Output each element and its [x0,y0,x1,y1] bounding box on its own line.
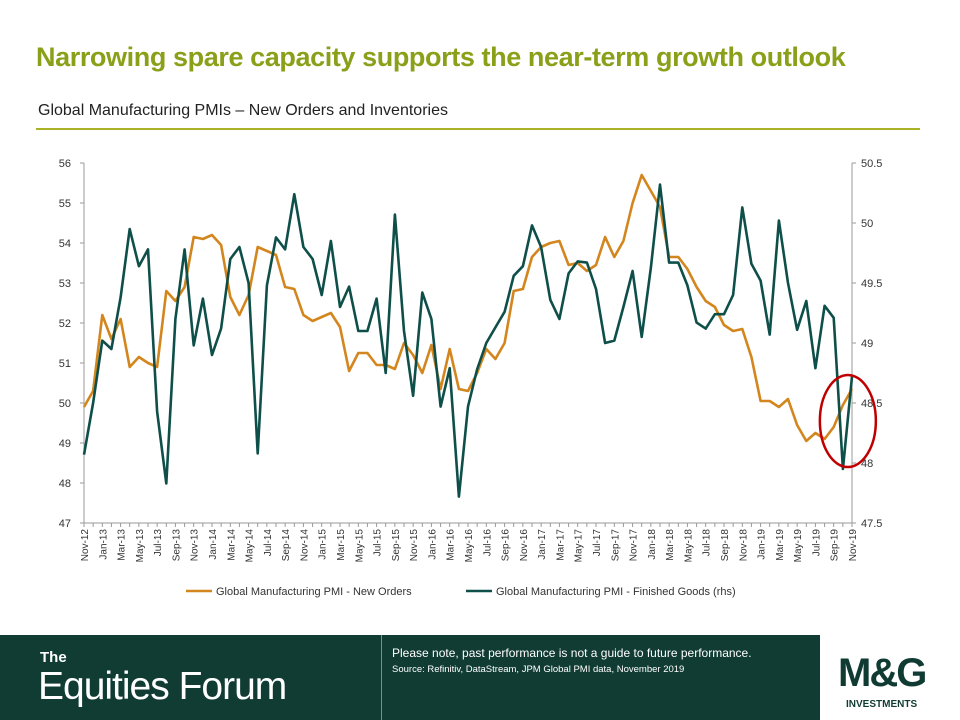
x-tick-label: May-13 [135,529,146,563]
x-tick-label: Jul-13 [153,529,164,557]
brand-name-label: Equities Forum [38,665,287,708]
page-title: Narrowing spare capacity supports the ne… [36,42,846,72]
mg-logo: M&G INVESTMENTS [820,635,960,720]
right-y-tick-label: 47.5 [861,518,882,530]
mg-logo-subtext: INVESTMENTS [846,699,918,710]
x-tick-label: Nov-12 [80,529,91,562]
right-y-tick-label: 49 [861,338,873,350]
highlight-ellipse [818,373,878,469]
right-y-tick-label: 48.5 [861,398,882,410]
x-tick-label: May-18 [683,529,694,563]
x-tick-label: Mar-19 [775,529,786,561]
x-tick-label: Nov-18 [738,529,749,562]
x-tick-label: Nov-16 [519,529,530,562]
title-divider [36,128,920,130]
x-tick-label: Mar-13 [117,529,128,561]
x-tick-label: Jan-15 [318,529,329,560]
x-tick-label: Jan-14 [208,529,219,560]
chart-subtitle: Global Manufacturing PMIs – New Orders a… [38,102,448,119]
x-tick-label: Nov-13 [190,529,201,562]
footer-bar: The Equities Forum Please note, past per… [0,635,960,720]
legend-label-finished-goods: Global Manufacturing PMI - Finished Good… [496,586,736,598]
mg-logo-mark: M&G [838,651,927,695]
x-tick-label: Jan-13 [98,529,109,560]
x-tick-label: Jan-17 [537,529,548,560]
x-tick-label: May-17 [574,529,585,563]
x-tick-label: Jan-16 [427,529,438,560]
source-text: Source: Refinitiv, DataStream, JPM Globa… [392,664,685,675]
right-y-tick-label: 48 [861,458,873,470]
x-tick-label: Jul-15 [373,529,384,557]
x-tick-label: Nov-14 [299,529,310,562]
x-tick-label: Jul-14 [263,529,274,557]
new-orders-line [82,173,854,443]
x-tick-label: May-19 [793,529,804,563]
left-y-tick-label: 53 [59,278,71,290]
x-tick-label: Jan-19 [757,529,768,560]
x-tick-label: Jul-16 [482,529,493,557]
left-y-tick-label: 52 [59,318,71,330]
x-tick-label: Sep-17 [610,529,621,562]
x-tick-label: Jul-18 [702,529,713,557]
left-y-tick-label: 56 [59,158,71,170]
x-tick-label: Sep-19 [830,529,841,562]
left-y-tick-label: 47 [59,518,71,530]
right-y-tick-label: 50.5 [861,158,882,170]
x-tick-label: Mar-14 [226,529,237,561]
brand-the-label: The [40,649,67,666]
x-tick-label: Sep-14 [281,529,292,562]
left-y-tick-label: 49 [59,438,71,450]
left-y-tick-label: 48 [59,478,71,490]
x-tick-label: Sep-13 [171,529,182,562]
x-tick-label: Sep-16 [501,529,512,562]
finished-goods-line [82,183,854,498]
x-tick-label: Sep-15 [391,529,402,562]
x-tick-label: Nov-19 [848,529,859,562]
x-tick-label: Jan-18 [647,529,658,560]
x-tick-label: Mar-16 [446,529,457,561]
right-y-tick-label: 49.5 [861,278,882,290]
x-tick-label: Mar-15 [336,529,347,561]
x-tick-label: Nov-17 [629,529,640,562]
pmi-chart: 47 48 49 50 51 52 53 54 55 56 47.5 48 48.5 49 49.5 50 50… [59,158,883,598]
left-y-tick-label: 50 [59,398,71,410]
x-tick-label: Jul-19 [811,529,822,557]
x-tick-label: May-16 [464,529,475,563]
left-y-tick-label: 55 [59,198,71,210]
legend-label-new-orders: Global Manufacturing PMI - New Orders [216,586,412,598]
footer-divider [381,635,382,720]
x-tick-label: Sep-18 [720,529,731,562]
x-tick-label: Jul-17 [592,529,603,557]
x-tick-label: Mar-18 [665,529,676,561]
disclaimer-text: Please note, past performance is not a g… [392,646,752,660]
x-tick-label: May-14 [245,529,256,563]
x-tick-label: May-15 [354,529,365,563]
x-tick-label: Nov-15 [409,529,420,562]
left-y-tick-label: 54 [59,238,71,250]
right-y-tick-label: 50 [861,218,873,230]
left-y-tick-label: 51 [59,358,71,370]
x-tick-label: Mar-17 [555,529,566,561]
